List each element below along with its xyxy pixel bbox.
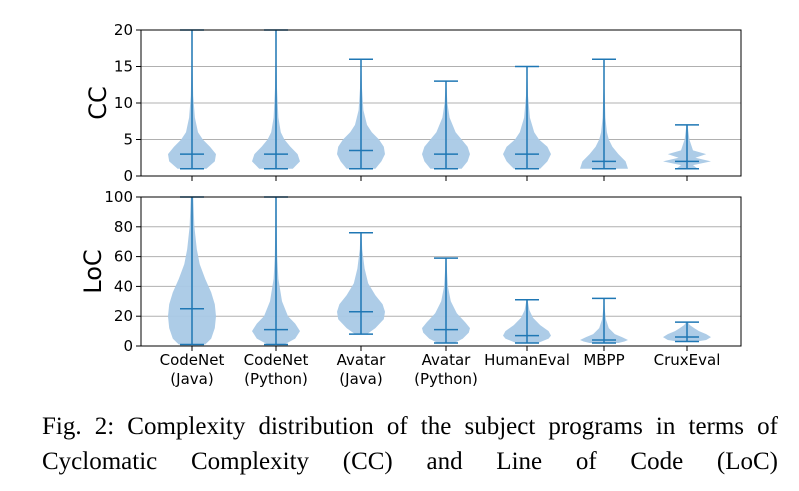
cc-ytick-label: 20 <box>114 21 133 39</box>
category-label: Avatar (Python) <box>414 351 478 388</box>
loc-ytick-label: 100 <box>104 188 133 206</box>
category-label-line: CodeNet <box>244 351 309 369</box>
figure-caption: Fig. 2: Complexity distribution of the s… <box>42 413 778 475</box>
category-label: CruxEval <box>654 351 721 369</box>
cc-panel-frame <box>140 29 742 177</box>
category-label-line: (Python) <box>244 370 308 388</box>
loc-ytick-label: 60 <box>114 248 133 266</box>
category-label-line: CodeNet <box>160 351 225 369</box>
category-label: CodeNet (Python) <box>244 351 309 388</box>
category-label: MBPP <box>583 351 624 369</box>
loc-ylabel: LoC <box>79 249 107 293</box>
category-label: Avatar (Java) <box>337 351 387 388</box>
category-label-line: (Java) <box>170 370 213 388</box>
loc-ytick-label: 40 <box>114 277 133 295</box>
category-label-line: MBPP <box>583 351 624 369</box>
category-label-line: CruxEval <box>654 351 721 369</box>
category-label: HumanEval <box>484 351 570 369</box>
category-label-line: HumanEval <box>484 351 570 369</box>
cc-ytick-label: 10 <box>114 94 133 112</box>
loc-ytick-label: 0 <box>123 337 133 355</box>
cc-ylabel: CC <box>84 86 112 120</box>
category-label: CodeNet (Java) <box>160 351 225 388</box>
loc-ytick-label: 80 <box>114 218 133 236</box>
category-label-line: (Java) <box>339 370 382 388</box>
loc-ytick-label: 20 <box>114 307 133 325</box>
cc-ytick-label: 5 <box>123 131 133 149</box>
cc-ytick-label: 0 <box>123 167 133 185</box>
category-label-line: Avatar <box>337 351 387 369</box>
cc-ytick-label: 15 <box>114 58 133 76</box>
category-label-line: (Python) <box>414 370 478 388</box>
category-label-line: Avatar <box>422 351 472 369</box>
loc-panel-frame <box>140 196 742 347</box>
